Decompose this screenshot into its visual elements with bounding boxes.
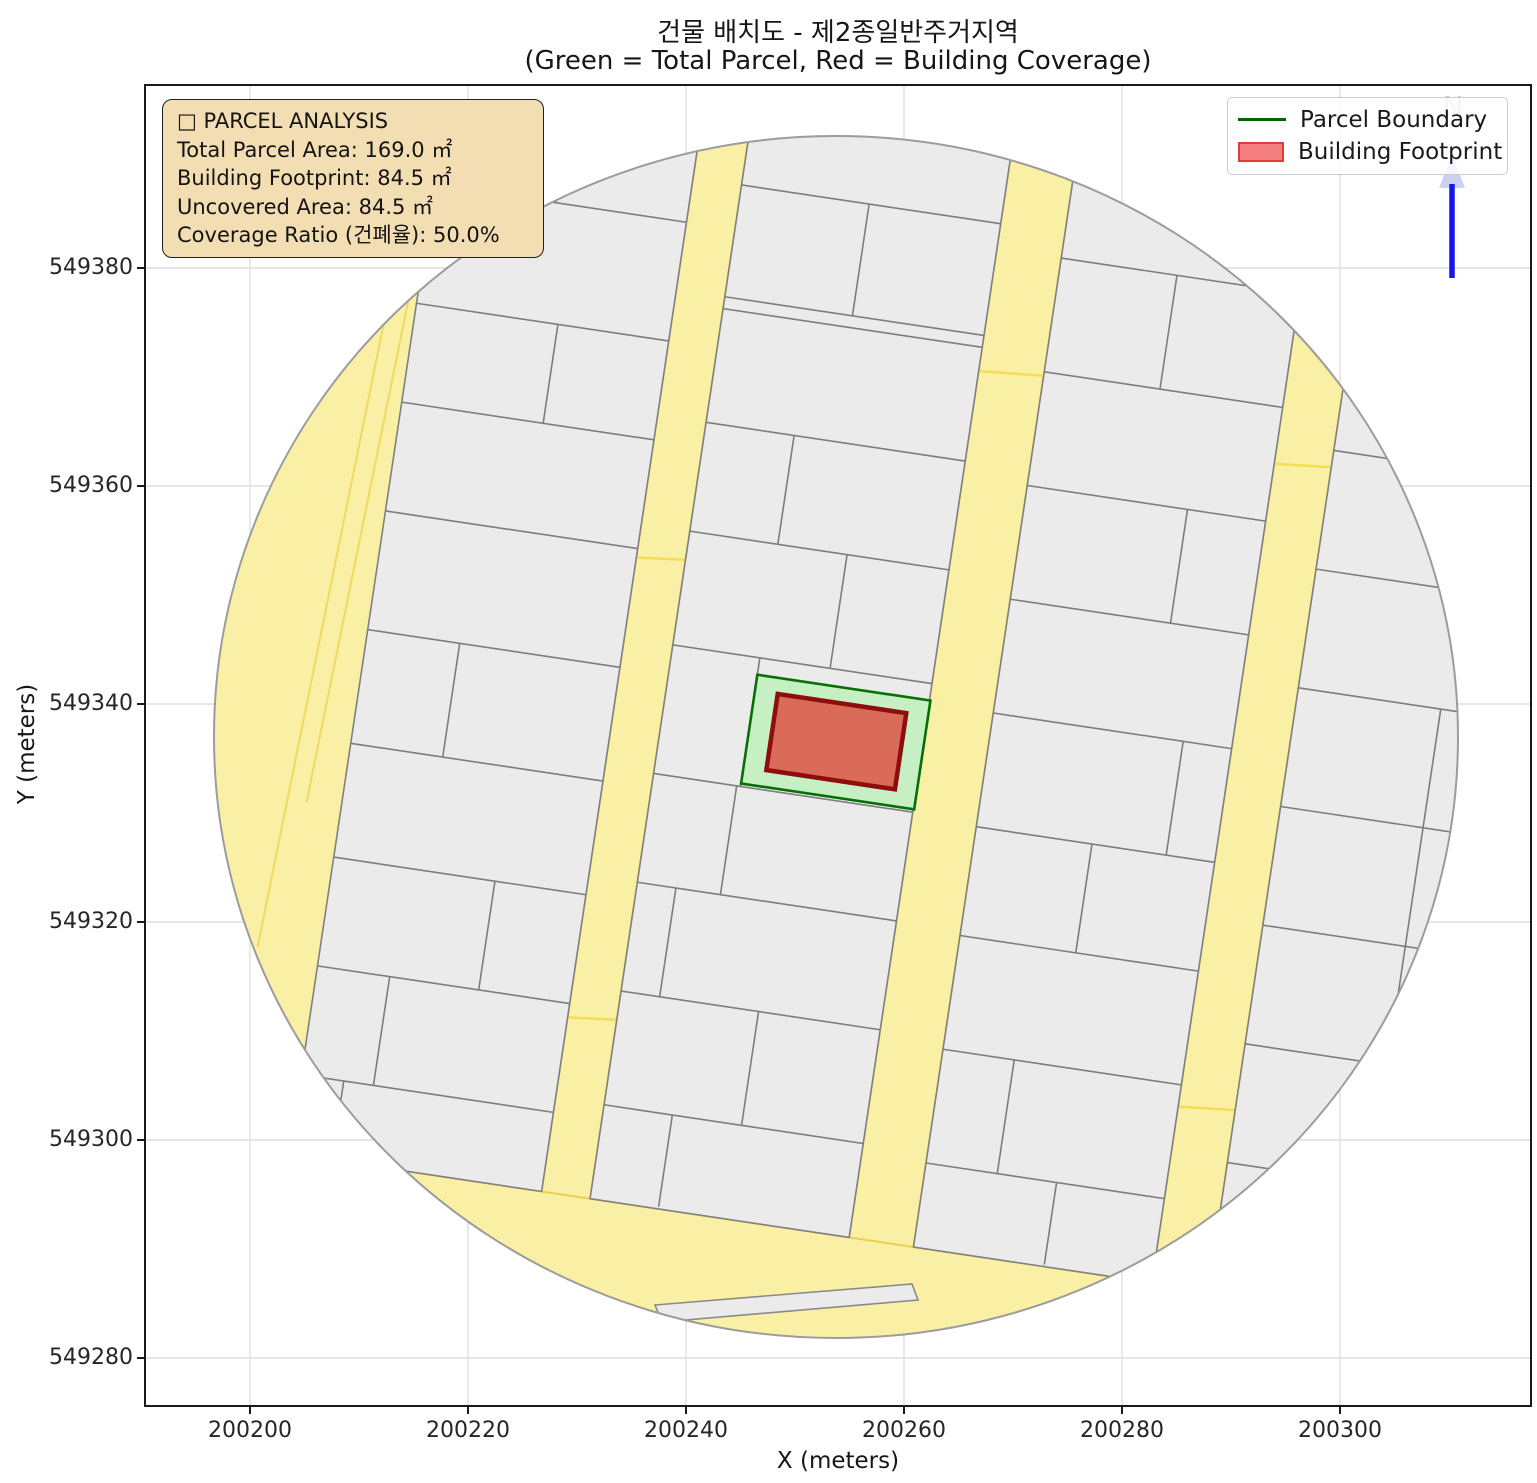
- page-title: 건물 배치도 - 제2종일반주거지역: [657, 18, 1019, 48]
- x-tick-label: 200260: [862, 1418, 946, 1443]
- y-tick-label: 549300: [49, 1127, 133, 1152]
- red-patch-swatch: [1238, 142, 1284, 163]
- legend-label: Parcel Boundary: [1300, 106, 1488, 133]
- parcel-blocks: [288, 136, 1458, 1331]
- parcel-block-b: [589, 136, 1021, 1239]
- y-tick-label: 549280: [49, 1345, 133, 1370]
- parcel-map: [214, 136, 1458, 1338]
- legend-item-parcel-boundary: Parcel Boundary: [1238, 107, 1497, 133]
- building-footprint-area: Building Footprint: 84.5 ㎡: [177, 166, 452, 190]
- y-tick-label: 549360: [49, 473, 133, 498]
- road-cross-stripes: [567, 369, 1332, 1112]
- x-tick-label: 200300: [1298, 1418, 1382, 1443]
- building-footprint: [763, 691, 909, 792]
- legend-label: Building Footprint: [1298, 139, 1503, 166]
- total-parcel-area: Total Parcel Area: 169.0 ㎡: [177, 137, 453, 162]
- uncovered-area: Uncovered Area: 84.5 ㎡: [177, 194, 434, 219]
- parcel-block-a: [288, 136, 703, 1193]
- x-tick-label: 200240: [644, 1418, 728, 1443]
- x-axis-label: X (meters): [776, 1448, 900, 1474]
- x-tick-label: 200200: [208, 1418, 292, 1443]
- y-tick-label: 549340: [49, 691, 133, 716]
- info-box-title: □ PARCEL ANALYSIS: [177, 109, 389, 133]
- y-axis-label: Y (meters): [14, 683, 40, 805]
- axes-spines: [137, 84, 1532, 1414]
- legend-item-building-footprint: Building Footprint: [1238, 139, 1502, 165]
- legend: Parcel Boundary Building Footprint: [1227, 97, 1508, 175]
- green-line-swatch: [1238, 118, 1286, 122]
- x-tick-label: 200220: [426, 1418, 510, 1443]
- y-tick-label: 549380: [49, 255, 133, 280]
- page-subtitle: (Green = Total Parcel, Red = Building Co…: [524, 46, 1152, 76]
- parcel-analysis-box: □ PARCEL ANALYSIS Total Parcel Area: 169…: [162, 99, 544, 258]
- y-tick-label: 549320: [49, 909, 133, 934]
- coverage-ratio: Coverage Ratio (건폐율): 50.0%: [177, 223, 500, 247]
- x-tick-label: 200280: [1080, 1418, 1164, 1443]
- buffer-circle-outline: [213, 135, 1459, 1339]
